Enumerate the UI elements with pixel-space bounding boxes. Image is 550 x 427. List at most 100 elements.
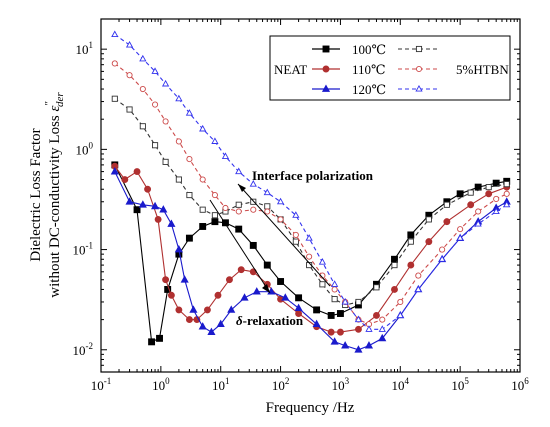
data-point bbox=[111, 60, 118, 67]
data-point bbox=[456, 234, 464, 241]
data-point bbox=[306, 253, 313, 260]
data-point bbox=[414, 285, 422, 292]
data-point bbox=[467, 189, 474, 196]
data-point bbox=[199, 176, 206, 183]
x-tick-label: 10-1 bbox=[91, 376, 112, 393]
data-point bbox=[159, 205, 168, 213]
legend-row-label: 100℃ bbox=[352, 42, 386, 57]
data-point bbox=[319, 281, 326, 288]
data-point bbox=[475, 208, 482, 215]
delta-relaxation-label: δ-relaxation bbox=[236, 313, 304, 328]
data-point bbox=[295, 294, 303, 302]
x-axis-label: Frequency /Hz bbox=[266, 400, 355, 416]
data-point bbox=[485, 184, 492, 191]
interface-arrow-line bbox=[237, 183, 331, 287]
data-point bbox=[199, 223, 207, 230]
legend-rows: 100℃ 110℃ 120℃ bbox=[312, 42, 440, 97]
data-point bbox=[354, 315, 363, 323]
data-point bbox=[252, 287, 261, 295]
data-point bbox=[292, 231, 299, 238]
y-axis-label-line2: without DC-conductivity Loss ε″der bbox=[43, 92, 66, 298]
legend-right-label: 5%HTBN bbox=[456, 62, 509, 77]
data-point bbox=[407, 238, 414, 245]
data-point bbox=[391, 285, 398, 293]
legend-row: 110℃ bbox=[312, 62, 440, 77]
data-point bbox=[125, 40, 134, 48]
data-point bbox=[425, 238, 433, 246]
x-tick-labels: 10-1 100 101 102 103 104 105 106 bbox=[91, 376, 530, 393]
data-point bbox=[235, 167, 243, 175]
delta-arrow-line bbox=[209, 199, 271, 294]
plot-frame bbox=[100, 18, 521, 373]
x-tick-label: 100 bbox=[152, 376, 170, 393]
data-point bbox=[175, 138, 182, 145]
data-point bbox=[211, 212, 218, 219]
data-point bbox=[250, 206, 257, 213]
y-tick-label: 10-1 bbox=[73, 241, 94, 258]
data-point bbox=[396, 311, 404, 318]
data-point bbox=[180, 275, 189, 283]
legend-row-label: 120℃ bbox=[352, 82, 386, 97]
data-point bbox=[152, 142, 159, 149]
delta-symbol: δ bbox=[236, 313, 243, 328]
data-point bbox=[373, 312, 380, 319]
data-point bbox=[322, 65, 330, 73]
data-point bbox=[336, 310, 344, 317]
data-point bbox=[263, 188, 271, 196]
data-point bbox=[126, 72, 133, 79]
data-point bbox=[456, 190, 464, 198]
data-point bbox=[186, 156, 193, 163]
legend-row: 100℃ bbox=[312, 42, 440, 57]
legend-left-label: NEAT bbox=[274, 62, 307, 77]
y-axis-label-line1: Dielectric Loss Factor bbox=[28, 128, 44, 261]
data-point bbox=[425, 216, 432, 223]
data-point bbox=[415, 65, 423, 73]
data-point bbox=[121, 176, 129, 183]
data-point bbox=[281, 293, 290, 301]
data-point bbox=[199, 206, 206, 213]
data-point bbox=[148, 338, 156, 346]
data-point bbox=[222, 219, 229, 227]
data-point bbox=[226, 276, 233, 284]
data-point bbox=[175, 176, 182, 183]
data-point bbox=[407, 231, 415, 239]
data-point bbox=[211, 218, 219, 226]
data-point bbox=[167, 219, 176, 227]
data-point bbox=[277, 216, 284, 223]
y-axis-label: Dielectric Loss Factor without DC-conduc… bbox=[28, 92, 66, 298]
data-point bbox=[161, 79, 170, 87]
data-point bbox=[185, 109, 194, 116]
data-point bbox=[407, 261, 415, 269]
data-point bbox=[365, 325, 373, 332]
data-point bbox=[111, 30, 119, 38]
data-point bbox=[144, 185, 152, 193]
y-axis-label-subscript: der bbox=[54, 92, 66, 107]
y-tick-label: 100 bbox=[76, 140, 94, 157]
data-point bbox=[503, 200, 511, 208]
data-point bbox=[139, 123, 146, 130]
data-point bbox=[493, 195, 500, 203]
data-point bbox=[330, 337, 339, 345]
y-axis-label-symbol: ε bbox=[47, 105, 63, 111]
data-point bbox=[152, 101, 159, 108]
data-point bbox=[249, 241, 257, 249]
data-point bbox=[341, 341, 350, 349]
data-point bbox=[227, 305, 236, 313]
legend-row-label: 110℃ bbox=[352, 62, 386, 77]
series-5 bbox=[111, 30, 511, 332]
data-point bbox=[151, 67, 159, 74]
legend-box bbox=[269, 35, 511, 101]
data-point bbox=[111, 95, 118, 102]
data-point bbox=[322, 45, 330, 53]
data-point bbox=[150, 201, 160, 210]
data-point bbox=[139, 85, 146, 93]
series-line bbox=[114, 164, 507, 343]
data-point bbox=[503, 181, 510, 188]
data-point bbox=[162, 276, 170, 284]
data-point bbox=[364, 341, 374, 349]
series-line bbox=[114, 34, 507, 330]
data-point bbox=[138, 200, 147, 208]
data-point bbox=[492, 207, 500, 215]
delta-arrow-head bbox=[262, 284, 270, 293]
